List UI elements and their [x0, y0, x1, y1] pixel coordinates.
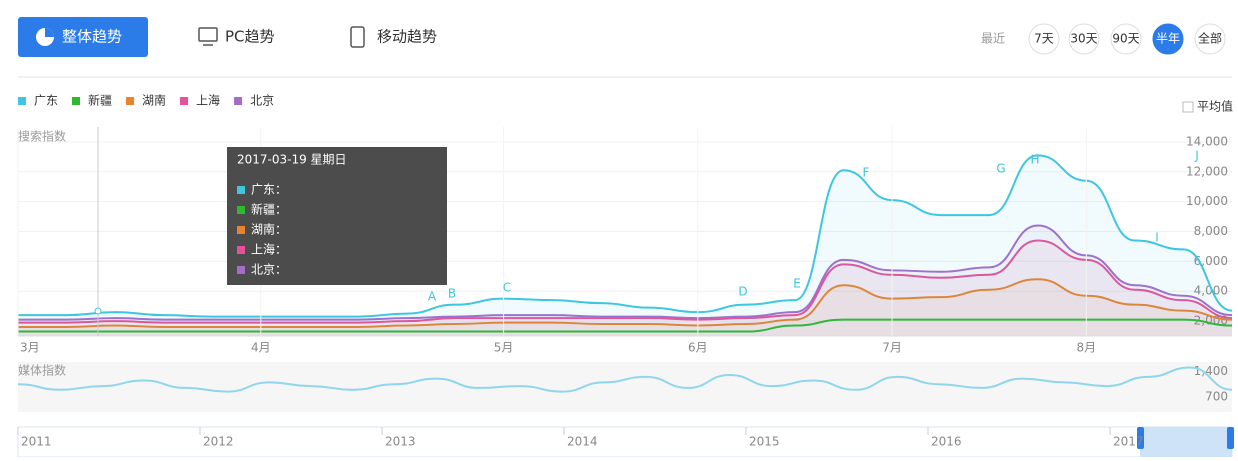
- timeline-year: 2011: [21, 435, 52, 449]
- tooltip-row: 新疆：: [251, 202, 287, 217]
- timeline-handle[interactable]: [1227, 427, 1234, 449]
- checkbox[interactable]: [1182, 101, 1194, 113]
- y-tick-label: 6,000: [1194, 254, 1228, 268]
- annotation[interactable]: G: [996, 162, 1005, 176]
- y-tick-label: 4,000: [1194, 284, 1228, 298]
- legend-swatch: [180, 97, 189, 105]
- chart-title: 搜索指数: [18, 129, 66, 144]
- average-label[interactable]: 平均值: [1197, 99, 1233, 114]
- range-option[interactable]: 30天: [1070, 32, 1097, 46]
- legend-label: 湖南: [142, 93, 166, 108]
- legend-label: 北京: [250, 94, 274, 108]
- legend-swatch: [234, 97, 243, 105]
- pc-icon: [198, 27, 218, 42]
- range-button[interactable]: [1028, 23, 1060, 55]
- legend-label: 新疆: [88, 93, 112, 108]
- range-button[interactable]: [1110, 23, 1142, 55]
- range-option[interactable]: 半年: [1156, 32, 1180, 46]
- y-tick-label: 14,000: [1186, 134, 1228, 148]
- range-option[interactable]: 7天: [1034, 32, 1054, 46]
- timeline-year: 2017: [1113, 435, 1144, 449]
- legend-label: 广东: [34, 94, 58, 108]
- tab-label[interactable]: PC趋势: [225, 28, 275, 46]
- series-line: [18, 224, 1233, 321]
- timeline-handle[interactable]: [1137, 427, 1144, 449]
- annotation[interactable]: I: [1155, 231, 1159, 245]
- tooltip-swatch: [237, 246, 245, 254]
- x-tick-label: 7月: [882, 341, 902, 355]
- series-line: [18, 318, 1233, 333]
- range-option[interactable]: 全部: [1198, 31, 1222, 46]
- x-tick-label: 3月: [20, 341, 40, 355]
- timeline-year: 2012: [203, 435, 234, 449]
- y-tick-label: 1,400: [1194, 364, 1228, 378]
- tooltip-title: 2017-03-19 星期日: [237, 153, 347, 167]
- tooltip-row: 广东：: [251, 183, 287, 197]
- y-tick-label: 10,000: [1186, 194, 1228, 208]
- tooltip-row: 北京：: [251, 263, 287, 277]
- legend-swatch: [126, 97, 135, 105]
- series-line: [18, 154, 1233, 318]
- tooltip-swatch: [237, 226, 245, 234]
- pie-icon: [45, 28, 54, 37]
- series-area: [18, 155, 1232, 336]
- x-tick-label: 8月: [1076, 341, 1096, 355]
- range-label: 最近: [981, 32, 1005, 46]
- range-button[interactable]: [1194, 23, 1226, 55]
- hover-dot: [94, 307, 102, 315]
- annotation[interactable]: F: [863, 166, 870, 180]
- tooltip-swatch: [237, 266, 245, 274]
- legend-swatch: [72, 97, 81, 105]
- tab-label[interactable]: 整体趋势: [62, 28, 122, 46]
- timeline-year: 2013: [385, 435, 416, 449]
- annotation[interactable]: H: [1030, 153, 1039, 167]
- timeline-year: 2016: [931, 435, 962, 449]
- annotation[interactable]: C: [503, 281, 511, 295]
- range-button[interactable]: [1068, 23, 1100, 55]
- tab-button[interactable]: [18, 17, 148, 57]
- phone-icon: [350, 26, 365, 48]
- series-line: [17, 366, 1233, 393]
- range-option[interactable]: 90天: [1112, 32, 1139, 46]
- media-panel: [18, 362, 1232, 412]
- series-area: [18, 240, 1232, 336]
- x-tick-label: 5月: [494, 341, 514, 355]
- tooltip-row: 湖南：: [251, 222, 287, 237]
- annotation[interactable]: A: [428, 290, 437, 304]
- x-tick-label: 4月: [251, 341, 271, 355]
- tab-label[interactable]: 移动趋势: [377, 28, 437, 46]
- range-button[interactable]: [1152, 23, 1184, 55]
- series-line: [18, 239, 1233, 324]
- annotation[interactable]: J: [1194, 149, 1199, 163]
- timeline-selection[interactable]: [1140, 427, 1232, 457]
- tooltip-swatch: [237, 206, 245, 214]
- y-tick-label: 12,000: [1186, 164, 1228, 178]
- x-tick-label: 6月: [688, 341, 708, 355]
- y-tick-label: 8,000: [1194, 224, 1228, 238]
- tooltip-row: 上海：: [251, 242, 287, 257]
- annotation[interactable]: B: [448, 287, 456, 301]
- legend-swatch: [18, 97, 26, 105]
- chart-title: 媒体指数: [18, 363, 66, 378]
- legend-label: 上海: [196, 93, 220, 108]
- tooltip: [227, 147, 447, 285]
- y-tick-label: 700: [1205, 390, 1228, 404]
- series-area: [18, 225, 1232, 336]
- annotation[interactable]: D: [738, 285, 747, 299]
- timeline-year: 2014: [567, 435, 598, 449]
- tooltip-swatch: [237, 186, 245, 194]
- series-area: [18, 279, 1232, 336]
- series-line: [18, 278, 1233, 329]
- timeline-year: 2015: [749, 435, 780, 449]
- annotation[interactable]: E: [793, 277, 801, 291]
